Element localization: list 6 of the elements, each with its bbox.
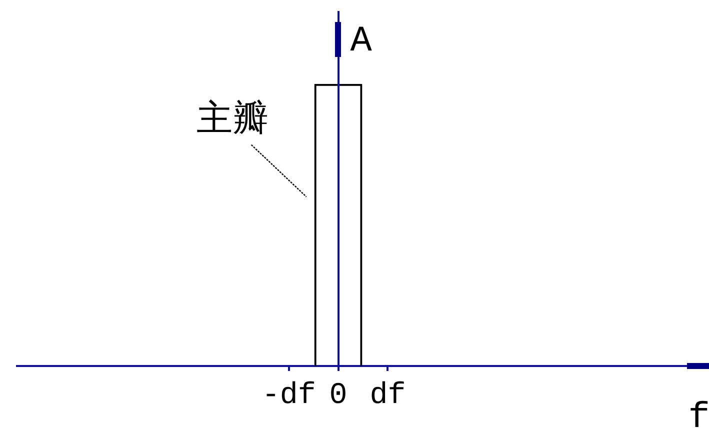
x-axis-title: f: [688, 397, 709, 430]
x-tick-label: df: [370, 378, 406, 413]
annotation: 主瓣: [196, 98, 268, 140]
y-axis-title: A: [350, 20, 372, 62]
x-tick-label: -df: [262, 378, 316, 413]
x-tick-label: 0: [329, 378, 348, 413]
